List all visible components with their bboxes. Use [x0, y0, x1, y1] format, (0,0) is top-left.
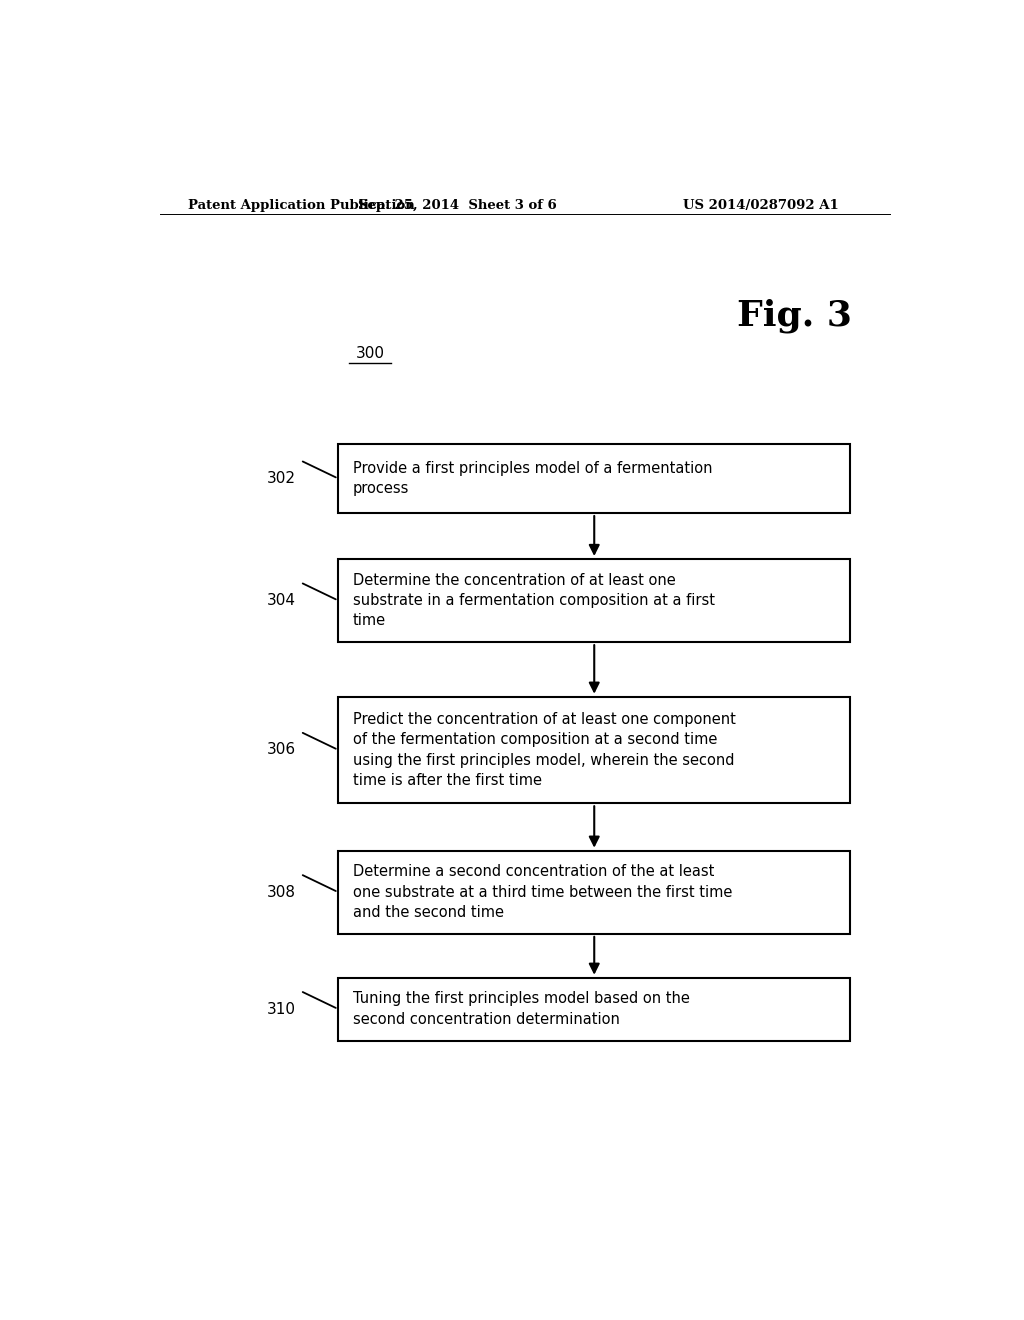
Text: US 2014/0287092 A1: US 2014/0287092 A1 — [683, 198, 839, 211]
Bar — [338, 558, 850, 643]
Text: Predict the concentration of at least one component
of the fermentation composit: Predict the concentration of at least on… — [352, 711, 735, 788]
Text: 310: 310 — [267, 1002, 296, 1016]
Text: Provide a first principles model of a fermentation
process: Provide a first principles model of a fe… — [352, 461, 712, 496]
Text: Tuning the first principles model based on the
second concentration determinatio: Tuning the first principles model based … — [352, 991, 689, 1027]
Bar — [338, 978, 850, 1040]
Text: 302: 302 — [267, 471, 296, 486]
Text: Patent Application Publication: Patent Application Publication — [187, 198, 415, 211]
Bar — [338, 444, 850, 513]
Text: Sep. 25, 2014  Sheet 3 of 6: Sep. 25, 2014 Sheet 3 of 6 — [358, 198, 557, 211]
Text: 304: 304 — [267, 593, 296, 609]
Text: 300: 300 — [355, 346, 385, 362]
Text: Determine a second concentration of the at least
one substrate at a third time b: Determine a second concentration of the … — [352, 865, 732, 920]
Text: Fig. 3: Fig. 3 — [737, 298, 852, 333]
Text: 308: 308 — [267, 884, 296, 900]
Text: 306: 306 — [267, 742, 296, 758]
Text: Determine the concentration of at least one
substrate in a fermentation composit: Determine the concentration of at least … — [352, 573, 715, 628]
Bar — [338, 850, 850, 935]
Bar — [338, 697, 850, 804]
